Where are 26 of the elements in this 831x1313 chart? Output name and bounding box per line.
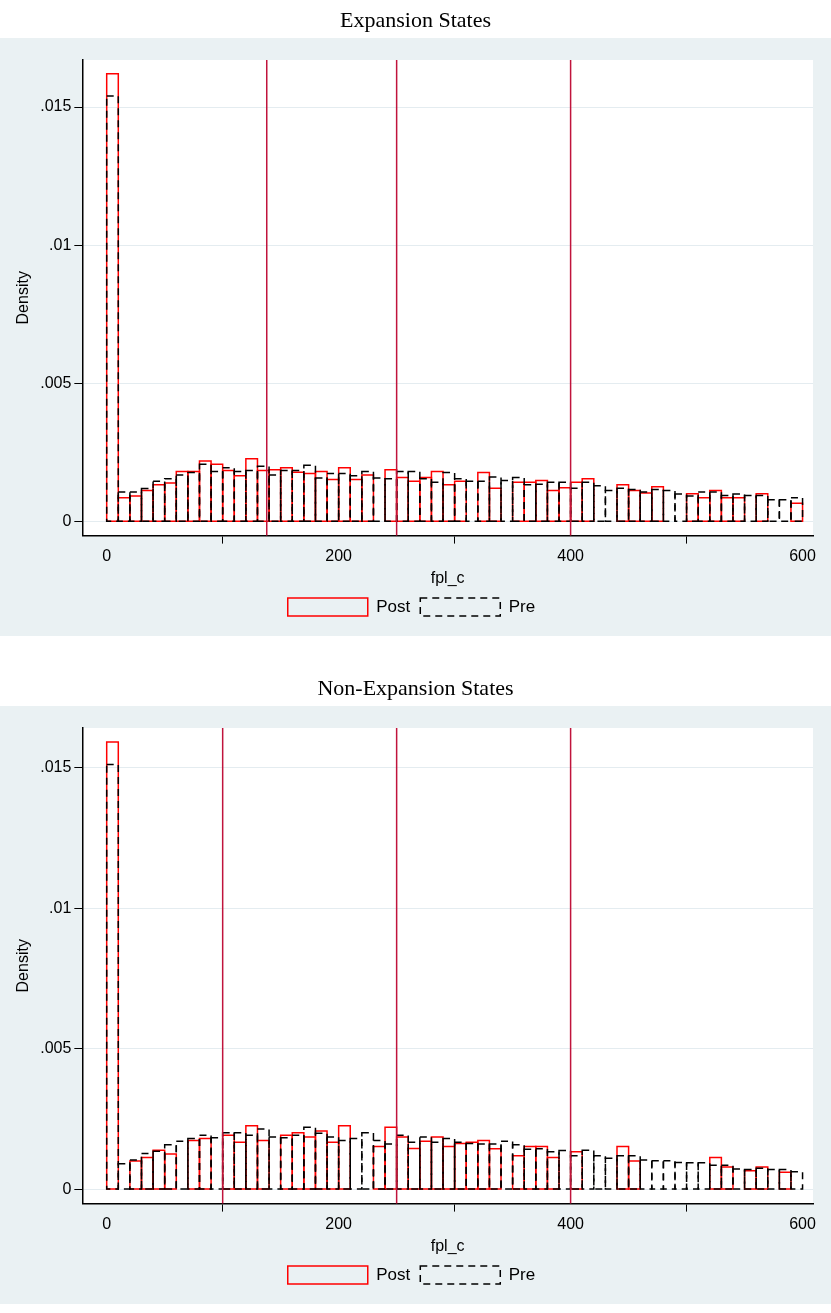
y-tick-label: .015: [40, 97, 72, 115]
y-tick-label: .005: [40, 373, 72, 391]
x-tick-label: 600: [789, 546, 817, 564]
y-tick-label: .01: [49, 235, 72, 253]
y-axis-title: Density: [14, 939, 32, 993]
x-axis-title: fpl_c: [430, 1236, 465, 1255]
x-tick-label: 400: [557, 1214, 585, 1232]
y-tick-label: .015: [40, 757, 72, 775]
x-tick-label: 0: [102, 546, 112, 564]
legend-label: Post: [376, 596, 411, 616]
chart-title: Non-Expansion States: [316, 674, 515, 702]
x-tick-label: 600: [789, 1214, 817, 1232]
x-tick-label: 400: [557, 546, 585, 564]
legend-label: Pre: [508, 596, 536, 616]
y-tick-label: 0: [62, 512, 72, 530]
y-tick-label: .01: [49, 898, 72, 916]
x-axis-title: fpl_c: [430, 568, 465, 587]
chart-title: Expansion States: [339, 6, 492, 34]
x-tick-label: 200: [325, 546, 353, 564]
x-tick-label: 200: [325, 1214, 353, 1232]
legend-label: Pre: [508, 1264, 536, 1284]
y-tick-label: .005: [40, 1039, 72, 1057]
legend-label: Post: [376, 1264, 411, 1284]
y-axis-title: Density: [14, 271, 32, 325]
y-tick-label: 0: [62, 1179, 72, 1197]
x-tick-label: 0: [102, 1214, 112, 1232]
